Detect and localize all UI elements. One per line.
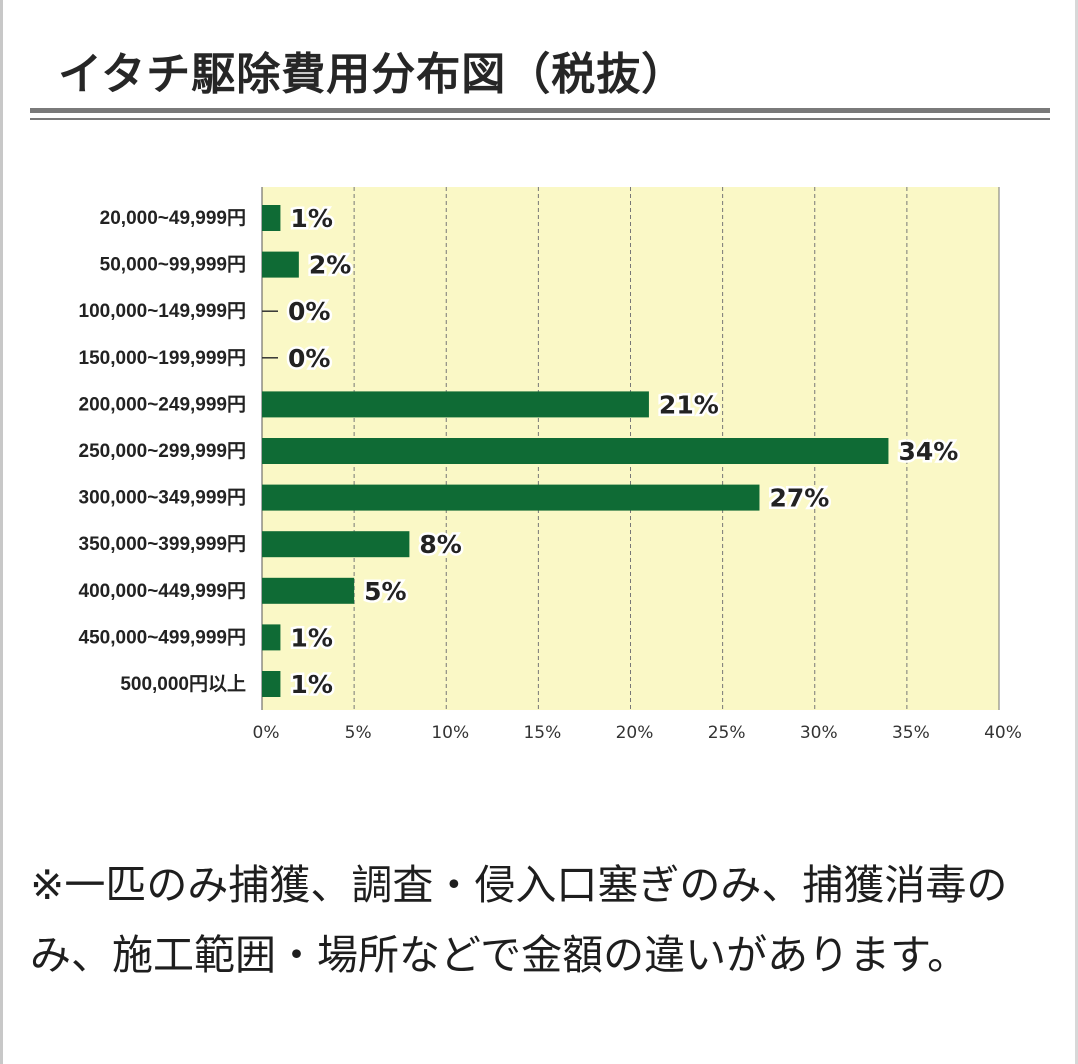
category-label: 150,000~199,999円 [79, 348, 246, 369]
value-label: 2% [309, 251, 351, 280]
bar [262, 251, 299, 278]
page-edge-left [0, 0, 3, 1064]
category-label: 100,000~149,999円 [79, 301, 246, 322]
category-label: 400,000~449,999円 [79, 581, 246, 602]
page-title: イタチ駆除費用分布図（税抜） [58, 49, 687, 100]
bar [262, 671, 281, 697]
bar [262, 438, 889, 464]
x-tick-label: 15% [523, 723, 561, 743]
x-tick-label: 25% [708, 723, 746, 743]
cost-distribution-chart: 0% 5% 10% 15% 20% 25% 30% 35% 40% 20,000~49,999円 1… [79, 187, 1022, 743]
value-label: 8% [419, 530, 461, 559]
title-divider-thick [30, 108, 1050, 113]
x-tick-label: 35% [892, 723, 930, 743]
value-label: 34% [898, 437, 958, 466]
footnote: ※一匹のみ捕獲、調査・侵入口塞ぎのみ、捕獲消毒のみ、施工範囲・場所などで金額の違… [30, 861, 1008, 979]
value-label: 5% [364, 577, 406, 606]
x-tick-label: 40% [984, 723, 1022, 743]
value-label: 0% [288, 297, 330, 326]
category-label: 500,000円以上 [120, 673, 246, 695]
category-label: 300,000~349,999円 [79, 488, 246, 509]
value-label: 1% [290, 623, 332, 652]
bar [262, 391, 649, 418]
category-label: 50,000~99,999円 [100, 255, 246, 276]
page-edge-right [1075, 0, 1078, 1064]
category-label: 250,000~299,999円 [79, 441, 246, 462]
x-tick-label: 30% [800, 723, 838, 743]
value-label: 1% [290, 670, 332, 699]
bar [262, 577, 355, 604]
title-divider-thin [30, 118, 1050, 120]
x-tick-label: 20% [616, 723, 654, 743]
bar [262, 624, 281, 651]
value-label: 27% [769, 484, 829, 513]
value-label: 21% [659, 390, 719, 419]
x-tick-label: 0% [253, 723, 280, 743]
value-label: 1% [290, 204, 332, 233]
category-label: 200,000~249,999円 [79, 394, 246, 415]
bar [262, 484, 760, 511]
value-label: 0% [288, 344, 330, 373]
bar [262, 205, 281, 231]
x-tick-label: 10% [431, 723, 469, 743]
bar [262, 531, 410, 558]
category-label: 20,000~49,999円 [100, 208, 246, 229]
category-label: 350,000~399,999円 [79, 534, 246, 555]
category-label: 450,000~499,999円 [79, 627, 246, 648]
x-tick-label: 5% [345, 723, 372, 743]
